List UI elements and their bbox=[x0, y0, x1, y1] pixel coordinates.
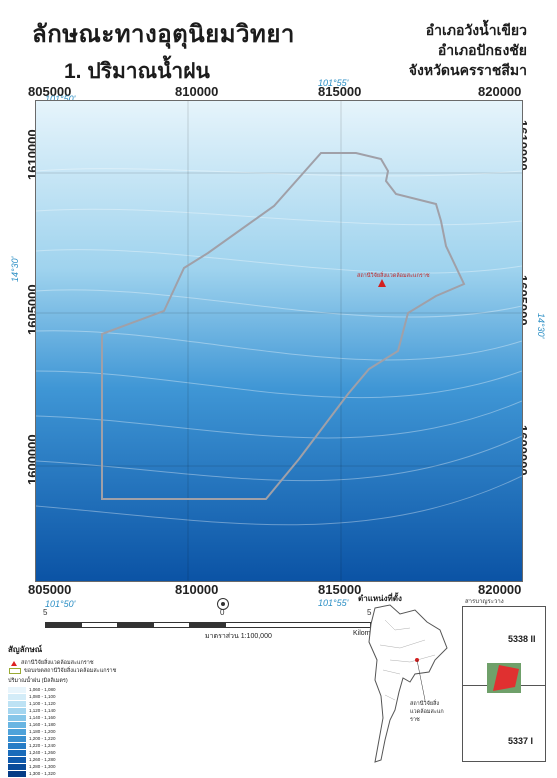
locator-station-label: สถานีวิจัยสิ่งแวดล้อมสะแกราช bbox=[410, 701, 444, 723]
rain-class-label: 1,280 - 1,300 bbox=[29, 764, 56, 769]
map-grid bbox=[36, 101, 522, 581]
map-subtitle: 1. ปริมาณน้ำฝน bbox=[64, 60, 210, 83]
easting-label-top: 805000 bbox=[28, 84, 72, 99]
scale-tick: 5 bbox=[367, 608, 372, 617]
scale-bar-graphic bbox=[45, 622, 372, 628]
rain-class-swatch bbox=[8, 770, 26, 777]
boundary-symbol-icon bbox=[9, 668, 21, 674]
district-label-1: อำเภอวังน้ำเขียว bbox=[425, 22, 527, 38]
rain-class-row: 1,240 - 1,260 bbox=[8, 749, 158, 756]
rain-class-swatch bbox=[8, 749, 26, 756]
rain-class-swatch bbox=[8, 742, 26, 749]
rain-class-label: 1,120 - 1,140 bbox=[29, 708, 56, 713]
rain-class-list: 1,060 - 1,080 1,080 - 1,100 1,100 - 1,120 1… bbox=[8, 686, 158, 777]
rain-class-swatch bbox=[8, 686, 26, 693]
latitude-label-left: 14°30' bbox=[10, 256, 20, 282]
rain-class-label: 1,300 - 1,320 bbox=[29, 771, 56, 776]
rain-class-label: 1,260 - 1,280 bbox=[29, 757, 56, 762]
sheet-number-south: 5337 I bbox=[508, 736, 534, 746]
rain-class-label: 1,240 - 1,260 bbox=[29, 750, 56, 755]
rain-class-label: 1,160 - 1,180 bbox=[29, 722, 56, 727]
rain-class-swatch bbox=[8, 763, 26, 770]
compass-icon bbox=[217, 598, 229, 610]
rain-class-label: 1,200 - 1,220 bbox=[29, 736, 56, 741]
rain-class-swatch bbox=[8, 721, 26, 728]
easting-label-top: 820000 bbox=[478, 84, 522, 99]
rain-class-row: 1,200 - 1,220 bbox=[8, 735, 158, 742]
longitude-label-top: 101°55' bbox=[318, 78, 349, 88]
scale-bar: 5 0 5 Kilometers bbox=[33, 608, 403, 640]
longitude-label-bottom: 101°50' bbox=[45, 599, 76, 609]
sheet-index bbox=[462, 606, 546, 762]
easting-label-bottom: 805000 bbox=[28, 582, 72, 597]
station-marker-icon bbox=[11, 660, 17, 666]
map-legend: สัญลักษณ์ สถานีวิจัยสิ่งแวดล้อมสะแกราช ข… bbox=[8, 643, 158, 777]
scale-tick: 0 bbox=[220, 608, 225, 617]
rain-class-row: 1,220 - 1,240 bbox=[8, 742, 158, 749]
scale-tick: 5 bbox=[43, 608, 48, 617]
locator-title: ตำแหน่งที่ตั้ง bbox=[358, 594, 402, 603]
legend-boundary-row: ขอบเขตสถานีวิจัยสิ่งแวดล้อมสะแกราช bbox=[8, 667, 158, 675]
sheet-number-north: 5338 II bbox=[508, 634, 536, 644]
rain-class-row: 1,140 - 1,160 bbox=[8, 714, 158, 721]
rain-class-label: 1,180 - 1,200 bbox=[29, 729, 56, 734]
rain-class-row: 1,060 - 1,080 bbox=[8, 686, 158, 693]
rain-class-row: 1,300 - 1,320 bbox=[8, 770, 158, 777]
rain-class-label: 1,080 - 1,100 bbox=[29, 694, 56, 699]
easting-label-bottom: 815000 bbox=[318, 582, 362, 597]
legend-station-row: สถานีวิจัยสิ่งแวดล้อมสะแกราช bbox=[8, 659, 158, 667]
rain-legend-title: ปริมาณน้ำฝน (มิลลิเมตร) bbox=[8, 678, 68, 684]
thailand-outline bbox=[368, 604, 448, 763]
rain-class-swatch bbox=[8, 756, 26, 763]
rainfall-surface bbox=[36, 101, 522, 581]
latitude-label-right: 14°30' bbox=[536, 313, 546, 339]
easting-label-top: 810000 bbox=[175, 84, 219, 99]
station-marker-icon bbox=[378, 279, 386, 287]
rain-class-row: 1,160 - 1,180 bbox=[8, 721, 158, 728]
rainfall-map bbox=[35, 100, 523, 582]
longitude-label-top: 101°50' bbox=[45, 94, 76, 104]
rain-class-row: 1,180 - 1,200 bbox=[8, 728, 158, 735]
index-title: สารบาญระวาง bbox=[465, 599, 504, 605]
scale-ratio: มาตราส่วน 1:100,000 bbox=[205, 633, 272, 640]
rain-class-label: 1,140 - 1,160 bbox=[29, 715, 56, 720]
station-label: สถานีวิจัยสิ่งแวดล้อมสะแกราช bbox=[357, 273, 430, 279]
legend-title: สัญลักษณ์ bbox=[8, 645, 43, 654]
index-highlight-icon bbox=[487, 663, 521, 693]
rain-class-swatch bbox=[8, 693, 26, 700]
rain-class-swatch bbox=[8, 714, 26, 721]
rain-class-swatch bbox=[8, 728, 26, 735]
rain-class-label: 1,100 - 1,120 bbox=[29, 701, 56, 706]
easting-label-bottom: 820000 bbox=[478, 582, 522, 597]
longitude-label-bottom: 101°55' bbox=[318, 598, 349, 608]
province-label: จังหวัดนครราชสีมา bbox=[408, 62, 527, 78]
rain-class-label: 1,220 - 1,240 bbox=[29, 743, 56, 748]
locator-map bbox=[355, 600, 455, 770]
rainfall-map-canvas bbox=[36, 101, 522, 581]
rain-class-swatch bbox=[8, 707, 26, 714]
district-label-2: อำเภอปักธงชัย bbox=[437, 42, 527, 58]
map-title: ลักษณะทางอุตุนิยมวิทยา bbox=[32, 21, 295, 48]
rain-class-row: 1,120 - 1,140 bbox=[8, 707, 158, 714]
rain-class-swatch bbox=[8, 735, 26, 742]
legend-boundary-label: ขอบเขตสถานีวิจัยสิ่งแวดล้อมสะแกราช bbox=[24, 668, 117, 674]
legend-station-label: สถานีวิจัยสิ่งแวดล้อมสะแกราช bbox=[21, 660, 94, 666]
station-boundary bbox=[101, 152, 466, 500]
easting-label-top: 815000 bbox=[318, 84, 362, 99]
rainfall-contours bbox=[36, 168, 522, 526]
rain-class-row: 1,080 - 1,100 bbox=[8, 693, 158, 700]
rain-class-label: 1,060 - 1,080 bbox=[29, 687, 56, 692]
easting-label-bottom: 810000 bbox=[175, 582, 219, 597]
rain-class-row: 1,280 - 1,300 bbox=[8, 763, 158, 770]
rain-class-row: 1,260 - 1,280 bbox=[8, 756, 158, 763]
rain-class-swatch bbox=[8, 700, 26, 707]
rain-class-row: 1,100 - 1,120 bbox=[8, 700, 158, 707]
